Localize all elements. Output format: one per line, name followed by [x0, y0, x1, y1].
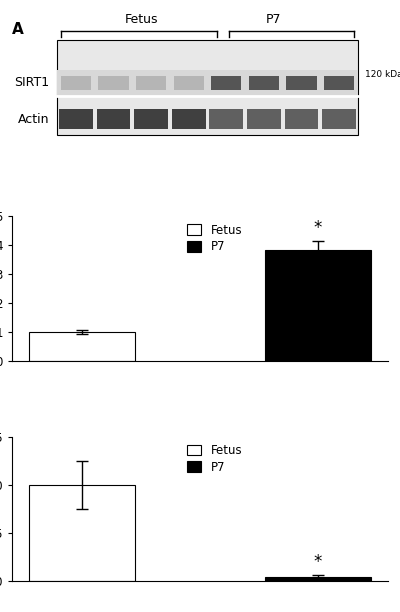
Bar — [285, 110, 318, 129]
Text: Fetus: Fetus — [124, 13, 158, 26]
Bar — [172, 110, 206, 129]
Bar — [57, 70, 358, 95]
Bar — [57, 40, 358, 135]
Bar — [59, 110, 93, 129]
Text: *: * — [314, 553, 322, 571]
Bar — [247, 110, 281, 129]
Bar — [286, 76, 316, 90]
Bar — [322, 110, 356, 129]
Text: Actin: Actin — [18, 113, 50, 126]
Bar — [174, 76, 204, 90]
Bar — [61, 76, 91, 90]
Text: 120 kDa: 120 kDa — [366, 70, 400, 79]
Bar — [134, 110, 168, 129]
Legend: Fetus, P7: Fetus, P7 — [187, 224, 242, 253]
Bar — [29, 485, 135, 581]
Bar — [29, 332, 135, 361]
Bar — [265, 250, 371, 361]
Text: *: * — [314, 218, 322, 237]
Bar — [211, 76, 241, 90]
Text: P7: P7 — [266, 13, 282, 26]
Bar — [98, 76, 128, 90]
Bar — [249, 76, 279, 90]
Bar — [97, 110, 130, 129]
Bar — [265, 577, 371, 581]
Legend: Fetus, P7: Fetus, P7 — [187, 444, 242, 474]
Bar — [210, 110, 243, 129]
Text: SIRT1: SIRT1 — [14, 76, 50, 89]
Bar — [324, 76, 354, 90]
Text: A: A — [12, 22, 24, 37]
Bar — [136, 76, 166, 90]
